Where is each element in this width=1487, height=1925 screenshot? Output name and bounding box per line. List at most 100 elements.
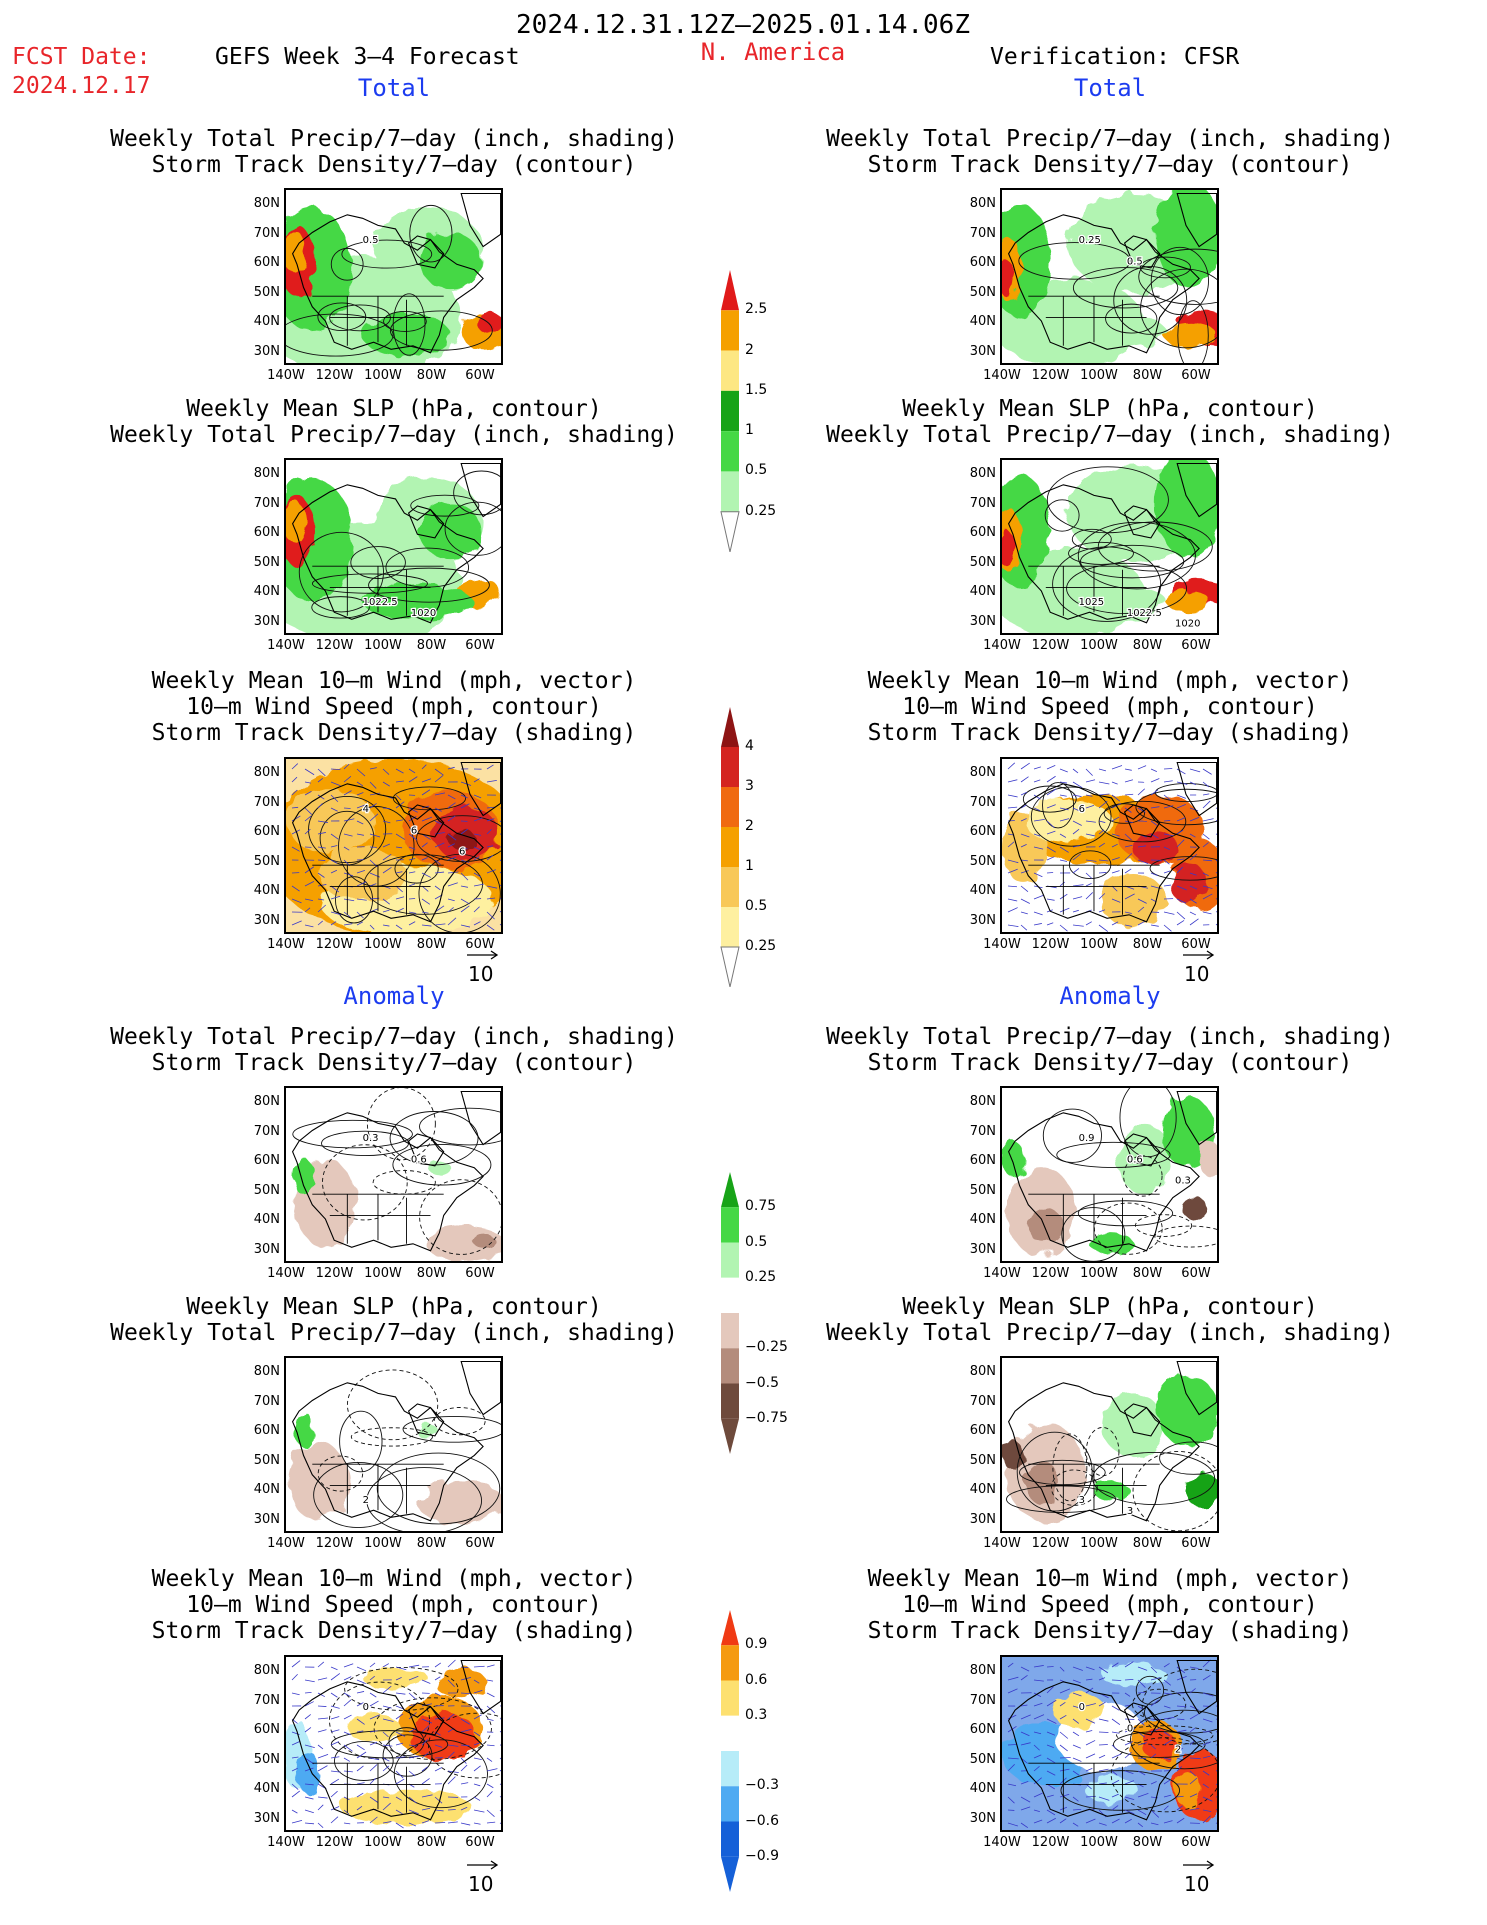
wind-vector xyxy=(343,923,353,926)
colorbar xyxy=(721,1172,739,1454)
map-panel: 0.25 0.5 xyxy=(1000,188,1219,365)
colorbar-segment xyxy=(721,1383,739,1419)
wind-vector xyxy=(343,872,354,877)
wind-vector xyxy=(1137,1705,1144,1710)
hudson-bay-outline xyxy=(1123,505,1161,539)
wind-vector xyxy=(1020,833,1030,838)
wind-vector xyxy=(1072,1822,1079,1827)
panel-title-line: Weekly Mean SLP (hPa, contour) xyxy=(186,1294,602,1320)
colorbar-top-cap xyxy=(721,1172,739,1208)
wind-vector xyxy=(408,1712,417,1720)
wind-vector xyxy=(1007,1714,1017,1720)
wind-vector xyxy=(304,1701,314,1707)
wind-vector xyxy=(460,781,472,786)
left-total-label: Total xyxy=(357,74,431,102)
wind-vector xyxy=(473,883,484,887)
shade-region xyxy=(1181,1197,1208,1219)
wind-vector xyxy=(1007,1676,1019,1681)
wind-vector xyxy=(1046,788,1057,796)
colorbar-label: 0.5 xyxy=(745,1233,768,1250)
wind-vector xyxy=(1137,1822,1144,1828)
lat-tick-label: 40N xyxy=(969,584,996,599)
colorbar-label: 1.5 xyxy=(745,381,768,398)
wind-vector xyxy=(382,807,391,810)
wind-vector xyxy=(1176,781,1188,785)
wind-vector xyxy=(330,921,337,926)
shade-region xyxy=(1056,313,1167,350)
wind-vector xyxy=(1033,833,1041,837)
wind-vector xyxy=(473,1705,483,1711)
wind-vector xyxy=(486,1705,496,1714)
wind-vector xyxy=(1176,1795,1184,1798)
lat-tick-label: 70N xyxy=(253,1393,280,1409)
wind-vector xyxy=(382,1705,392,1709)
lat-tick-label: 30N xyxy=(253,343,280,359)
wind-vector xyxy=(1137,859,1149,864)
wind-vector xyxy=(1033,1744,1040,1751)
wind-vector xyxy=(1150,1666,1158,1674)
map-field: 1025 1022.5 1020 xyxy=(1002,460,1217,633)
wind-vector xyxy=(1111,816,1120,822)
wind-vector xyxy=(1124,779,1134,783)
map-panel: 6 xyxy=(1000,757,1219,934)
wind-vector xyxy=(291,1790,301,1798)
shade-region xyxy=(1100,1664,1167,1686)
wind-vector xyxy=(356,1782,365,1785)
wind-vector xyxy=(330,1705,340,1709)
panel-title-line: Weekly Mean 10–m Wind (mph, vector) xyxy=(151,1566,637,1592)
contour-line xyxy=(330,1730,449,1759)
wind-vector xyxy=(1137,1679,1146,1688)
wind-vector xyxy=(460,846,468,850)
wind-vector xyxy=(1085,1678,1093,1681)
wind-vector xyxy=(473,1809,485,1813)
wind-vector xyxy=(1046,1770,1056,1776)
shade-region xyxy=(476,312,501,334)
shade-region xyxy=(296,1750,319,1794)
greenland-outline xyxy=(1176,192,1217,248)
lat-tick-label: 60N xyxy=(253,525,280,540)
coastline xyxy=(291,1681,484,1821)
wind-vector xyxy=(1007,779,1018,783)
fcst-date-label: FCST Date: xyxy=(12,44,151,70)
contour-label: 0.5 xyxy=(363,235,379,246)
wind-vector xyxy=(1020,804,1027,809)
shade-region xyxy=(417,1425,440,1440)
wind-vector xyxy=(421,1794,433,1798)
wind-vector xyxy=(395,780,404,783)
wind-vector xyxy=(1150,872,1158,876)
wind-vector xyxy=(1137,1666,1148,1671)
wind-vector xyxy=(1085,1740,1096,1746)
wind-vector xyxy=(499,1783,501,1785)
wind-vector xyxy=(304,1679,315,1683)
wind-vector xyxy=(317,904,327,913)
wind-vector xyxy=(1137,1809,1147,1816)
coastline xyxy=(291,1112,484,1252)
wind-vector xyxy=(408,911,417,914)
wind-vector xyxy=(486,911,495,920)
wind-vector xyxy=(1150,1699,1159,1707)
wind-vector xyxy=(1176,1766,1183,1772)
wind-vector xyxy=(304,1809,314,1814)
wind-vector xyxy=(1137,1718,1145,1726)
wind-vector xyxy=(447,856,457,861)
state-borders xyxy=(1028,295,1160,346)
wind-vector xyxy=(382,843,391,848)
contour-line xyxy=(393,1739,488,1809)
wind-vector xyxy=(1007,885,1017,888)
wind-vector xyxy=(343,807,351,809)
wind-vector xyxy=(486,1664,495,1668)
wind-vector xyxy=(486,1757,493,1762)
wind-vector xyxy=(317,1692,326,1698)
wind-vector xyxy=(1111,870,1120,874)
wind-vector xyxy=(1137,1792,1149,1798)
wind-vector xyxy=(369,767,377,770)
wind-vector xyxy=(1098,872,1107,874)
wind-vector xyxy=(382,1663,390,1668)
wind-vector xyxy=(1085,1703,1096,1707)
region-label: N. America xyxy=(700,38,846,66)
lon-tick-label: 80W xyxy=(1132,638,1163,653)
wind-vector xyxy=(1150,924,1159,927)
wind-vector xyxy=(486,1744,495,1747)
wind-vector xyxy=(473,1783,481,1787)
lat-tick-label: 40N xyxy=(969,1781,996,1796)
